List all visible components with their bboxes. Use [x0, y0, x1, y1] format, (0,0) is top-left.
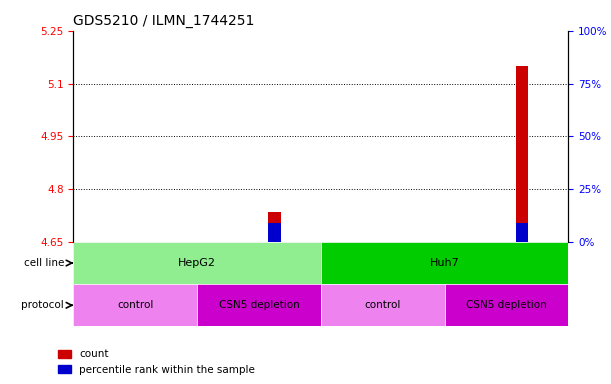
Bar — [268, 212, 280, 242]
Text: protocol: protocol — [21, 300, 64, 310]
Legend: count, percentile rank within the sample: count, percentile rank within the sample — [54, 345, 259, 379]
FancyBboxPatch shape — [197, 284, 321, 326]
Text: GDS5210 / ILMN_1744251: GDS5210 / ILMN_1744251 — [73, 14, 255, 28]
Text: CSN5 depletion: CSN5 depletion — [466, 300, 547, 310]
Bar — [268, 223, 280, 242]
Text: Huh7: Huh7 — [430, 258, 459, 268]
Text: HepG2: HepG2 — [178, 258, 216, 268]
FancyBboxPatch shape — [73, 284, 197, 326]
Text: control: control — [117, 300, 153, 310]
Text: control: control — [364, 300, 401, 310]
FancyBboxPatch shape — [73, 242, 321, 284]
FancyBboxPatch shape — [321, 284, 445, 326]
Bar — [516, 66, 528, 242]
Bar — [516, 223, 528, 242]
Text: CSN5 depletion: CSN5 depletion — [219, 300, 299, 310]
FancyBboxPatch shape — [321, 242, 568, 284]
Text: cell line: cell line — [24, 258, 64, 268]
FancyBboxPatch shape — [445, 284, 568, 326]
